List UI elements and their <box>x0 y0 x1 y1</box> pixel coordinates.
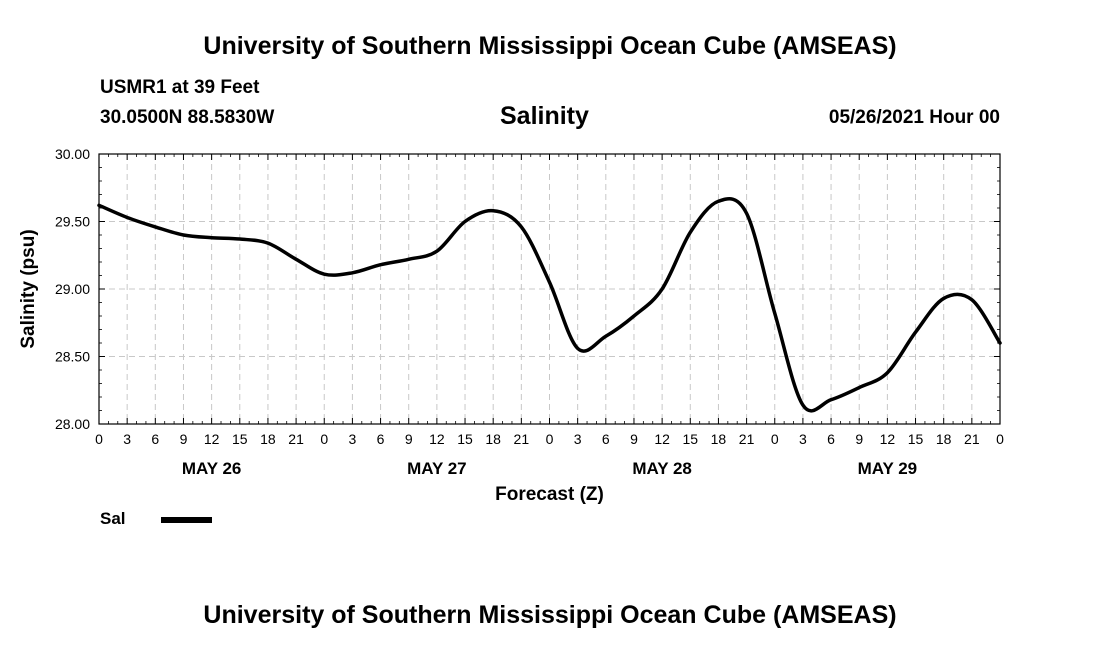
x-tick-label: 12 <box>429 431 445 447</box>
x-tick-label: 15 <box>232 431 248 447</box>
legend-swatch-sal <box>161 517 212 523</box>
x-tick-label: 15 <box>457 431 473 447</box>
x-tick-label: 0 <box>546 431 554 447</box>
x-tick-label: 3 <box>799 431 807 447</box>
station-label: USMR1 at 39 Feet <box>100 77 260 98</box>
x-tick-label: 0 <box>320 431 328 447</box>
x-tick-label: 6 <box>151 431 159 447</box>
x-tick-label: 0 <box>95 431 103 447</box>
day-label: MAY 29 <box>858 459 918 478</box>
chart-title-bottom: University of Southern Mississippi Ocean… <box>203 601 897 629</box>
day-label: MAY 27 <box>407 459 467 478</box>
coordinates-label: 30.0500N 88.5830W <box>100 107 275 128</box>
x-tick-label: 6 <box>827 431 835 447</box>
y-tick-label: 30.00 <box>55 146 90 162</box>
y-tick-label: 28.00 <box>55 416 90 432</box>
x-tick-label: 6 <box>377 431 385 447</box>
date-label: 05/26/2021 Hour 00 <box>828 107 1000 128</box>
x-tick-label: 15 <box>682 431 698 447</box>
legend-label-sal: Sal <box>100 509 126 528</box>
day-label: MAY 28 <box>632 459 692 478</box>
x-tick-label: 12 <box>204 431 220 447</box>
x-tick-label: 9 <box>855 431 863 447</box>
x-tick-label: 21 <box>288 431 304 447</box>
x-tick-label: 21 <box>514 431 530 447</box>
x-tick-label: 18 <box>711 431 727 447</box>
x-tick-label: 18 <box>260 431 276 447</box>
x-tick-label: 9 <box>630 431 638 447</box>
y-tick-label: 29.00 <box>55 281 90 297</box>
y-tick-label: 28.50 <box>55 349 90 365</box>
x-tick-label: 21 <box>739 431 755 447</box>
day-label: MAY 26 <box>182 459 242 478</box>
y-tick-label: 29.50 <box>55 214 90 230</box>
y-axis-label: Salinity (psu) <box>18 229 39 348</box>
x-tick-label: 12 <box>654 431 670 447</box>
x-tick-label: 0 <box>771 431 779 447</box>
x-tick-label: 9 <box>405 431 413 447</box>
x-tick-label: 18 <box>936 431 952 447</box>
x-tick-label: 18 <box>485 431 501 447</box>
x-tick-label: 12 <box>880 431 896 447</box>
x-axis-label: Forecast (Z) <box>495 484 604 505</box>
chart-subtitle: Salinity <box>500 102 589 130</box>
chart-title-top: University of Southern Mississippi Ocean… <box>203 32 897 60</box>
x-tick-label: 6 <box>602 431 610 447</box>
series-line-sal <box>97 197 1002 413</box>
x-tick-label: 15 <box>908 431 924 447</box>
x-tick-label: 21 <box>964 431 980 447</box>
x-tick-label: 3 <box>123 431 131 447</box>
x-tick-label: 0 <box>996 431 1004 447</box>
x-tick-label: 3 <box>349 431 357 447</box>
x-tick-label: 9 <box>180 431 188 447</box>
x-tick-label: 3 <box>574 431 582 447</box>
